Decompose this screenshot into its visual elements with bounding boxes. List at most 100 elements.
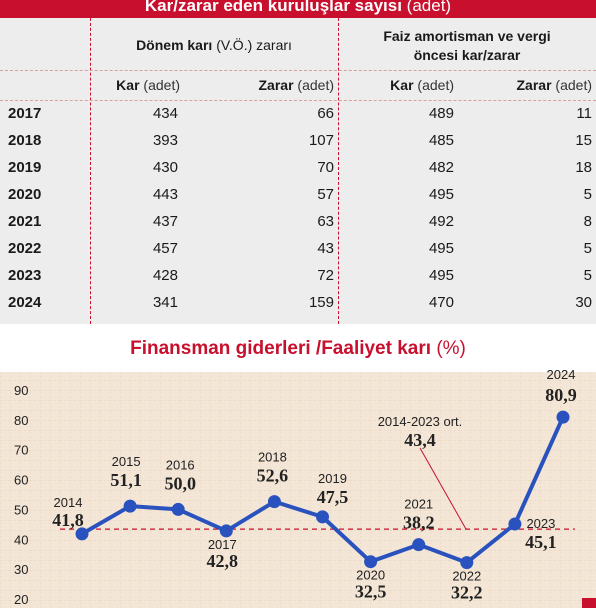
group-header-net-profit: Dönem karı (V.Ö.) zararı xyxy=(92,36,336,55)
row-year: 2023 xyxy=(8,267,42,284)
data-point xyxy=(556,410,570,424)
column-3-label: Kar xyxy=(390,77,414,93)
cell-kar: 434 xyxy=(152,105,178,122)
data-label: 47,5 xyxy=(317,487,349,507)
cell-kar: 492 xyxy=(428,213,454,230)
cell-zarar: 57 xyxy=(317,186,334,203)
cell-kar: 341 xyxy=(152,294,178,311)
table-title-text: Kar/zarar eden kuruluşlar sayısı xyxy=(144,0,402,15)
data-point xyxy=(412,538,426,552)
reference-label: 2014-2023 ort. xyxy=(378,414,463,429)
cell-zarar: 159 xyxy=(308,294,334,311)
cell-zarar: 72 xyxy=(317,267,334,284)
column-4-unit: (adet) xyxy=(555,77,592,93)
data-label: 51,1 xyxy=(110,470,142,490)
data-point xyxy=(75,527,89,541)
row-year: 2018 xyxy=(8,132,42,149)
cell-zarar: 30 xyxy=(575,294,592,311)
cell-zarar: 5 xyxy=(583,267,592,284)
x-tick-label: 2022 xyxy=(452,569,481,584)
data-point xyxy=(364,555,378,569)
data-label: 45,1 xyxy=(525,532,557,552)
y-tick-label: 20 xyxy=(14,592,28,607)
cell-kar: 437 xyxy=(152,213,178,230)
column-4-label: Zarar xyxy=(516,77,552,93)
chart-title-text: Finansman giderleri /Faaliyet karı xyxy=(130,338,432,359)
x-tick-label: 2023 xyxy=(526,516,555,531)
group2-line2: öncesi kar/zarar xyxy=(413,47,521,63)
x-tick-label: 2024 xyxy=(547,367,576,382)
cell-zarar: 11 xyxy=(576,105,592,122)
group2-line1: Faiz amortisman ve vergi xyxy=(383,28,551,44)
chart-title: Finansman giderleri /Faaliyet karı (%) xyxy=(0,338,596,360)
table-title: Kar/zarar eden kuruluşlar sayısı (adet) xyxy=(0,0,596,18)
cell-kar: 430 xyxy=(152,159,178,176)
y-tick-label: 40 xyxy=(14,532,28,547)
table-background xyxy=(0,18,596,324)
cell-kar: 428 xyxy=(152,267,178,284)
data-label: 52,6 xyxy=(257,466,289,486)
cell-zarar: 63 xyxy=(317,213,334,230)
cell-zarar: 18 xyxy=(575,159,592,176)
cell-kar: 485 xyxy=(428,132,454,149)
cell-zarar: 8 xyxy=(583,213,592,230)
column-1-unit: (adet) xyxy=(143,77,180,93)
reference-leader-line xyxy=(419,447,467,530)
row-year: 2019 xyxy=(8,159,42,176)
column-header-1: Kar (adet) xyxy=(92,77,180,93)
y-tick-label: 30 xyxy=(14,562,28,577)
table-row: 2017 434 66 489 11 xyxy=(0,101,596,127)
table-row: 2018 393 107 485 15 xyxy=(0,128,596,154)
column-2-label: Zarar xyxy=(258,77,294,93)
y-tick-label: 80 xyxy=(14,413,28,428)
table-header-divider xyxy=(0,70,596,71)
cell-zarar: 5 xyxy=(583,186,592,203)
column-2-unit: (adet) xyxy=(297,77,334,93)
table-row: 2020 443 57 495 5 xyxy=(0,182,596,208)
column-header-2: Zarar (adet) xyxy=(200,77,335,93)
row-year: 2017 xyxy=(8,105,42,122)
cell-kar: 457 xyxy=(152,240,178,257)
cell-kar: 443 xyxy=(152,186,178,203)
x-tick-label: 2015 xyxy=(112,454,141,469)
corner-accent xyxy=(582,598,596,608)
x-tick-label: 2018 xyxy=(258,450,287,465)
column-header-4: Zarar (adet) xyxy=(460,77,593,93)
group-header-ebitda: Faiz amortisman ve vergi öncesi kar/zara… xyxy=(340,27,594,65)
column-1-label: Kar xyxy=(116,77,140,93)
cell-kar: 495 xyxy=(428,186,454,203)
cell-zarar: 43 xyxy=(317,240,334,257)
row-year: 2020 xyxy=(8,186,42,203)
table-title-unit: (adet) xyxy=(406,0,452,15)
x-tick-label: 2021 xyxy=(404,497,433,512)
chart-grid-background xyxy=(0,372,596,608)
data-point xyxy=(123,499,137,513)
data-label: 32,2 xyxy=(451,583,483,603)
row-year: 2022 xyxy=(8,240,42,257)
table-row: 2024 341 159 470 30 xyxy=(0,290,596,316)
row-year: 2021 xyxy=(8,213,42,230)
table-row: 2023 428 72 495 5 xyxy=(0,263,596,289)
table-row: 2021 437 63 492 8 xyxy=(0,209,596,235)
cell-zarar: 15 xyxy=(575,132,592,149)
x-tick-label: 2014 xyxy=(54,495,83,510)
column-header-3: Kar (adet) xyxy=(340,77,454,93)
y-tick-label: 50 xyxy=(14,502,28,517)
table-divider-1 xyxy=(90,18,91,324)
y-tick-label: 60 xyxy=(14,473,28,488)
cell-kar: 495 xyxy=(428,240,454,257)
chart-title-unit: (%) xyxy=(436,338,466,359)
data-point xyxy=(460,556,474,570)
group1-label-light: (V.Ö.) zararı xyxy=(216,37,292,53)
table-row: 2019 430 70 482 18 xyxy=(0,155,596,181)
group1-label: Dönem karı xyxy=(136,37,213,53)
cell-kar: 495 xyxy=(428,267,454,284)
y-tick-label: 90 xyxy=(14,383,28,398)
y-tick-label: 70 xyxy=(14,443,28,458)
cell-kar: 470 xyxy=(428,294,454,311)
data-point xyxy=(171,502,185,516)
cell-kar: 482 xyxy=(428,159,454,176)
data-label: 42,8 xyxy=(207,551,239,571)
data-point xyxy=(219,524,233,538)
